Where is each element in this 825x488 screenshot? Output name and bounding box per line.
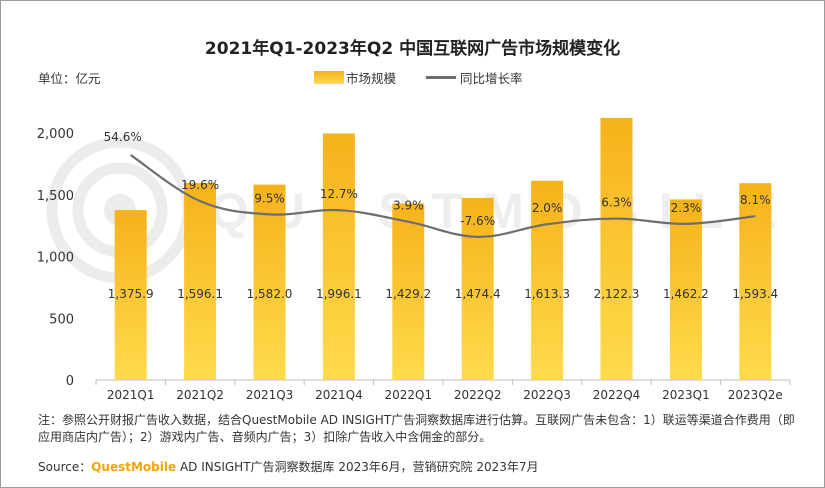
growth-rate-label: 2.0% [532,201,563,215]
growth-line [130,154,756,238]
source-brand: QuestMobile [91,460,177,474]
watermark-text: QUESTMOBILE [210,183,797,239]
growth-rate-label: 2.3% [671,201,702,215]
x-tick-label: 2021Q3 [246,388,294,402]
growth-rate-label: 6.3% [601,196,632,210]
bar [322,133,355,380]
bar [600,117,633,381]
bar-value-label: 1,596.1 [177,287,223,301]
x-tick-label: 2021Q1 [107,388,155,402]
legend-bar-label: 市场规模 [346,71,397,86]
x-tick-label: 2022Q1 [384,388,432,402]
bar [531,180,564,380]
y-tick-label: 1,500 [37,189,74,204]
x-tick-label: 2022Q3 [523,388,571,402]
bar-value-label: 1,582.0 [247,287,293,301]
unit-label: 单位：亿元 [38,71,101,86]
x-tick-label: 2022Q4 [593,388,641,402]
y-tick-label: 1,000 [37,251,74,266]
bar-value-label: 2,122.3 [594,287,640,301]
legend-line-label: 同比增长率 [460,71,523,86]
growth-rate-label: -7.6% [460,214,495,228]
source-rest: AD INSIGHT广告洞察数据库 2023年6月，营销研究院 2023年7月 [176,460,539,474]
source-line: Source：QuestMobile AD INSIGHT广告洞察数据库 202… [38,458,539,475]
legend-item-line: 同比增长率 [426,68,523,87]
growth-rate-label: 8.1% [740,193,771,207]
bar [739,183,772,380]
bar-value-label: 1,462.2 [663,287,709,301]
bar [461,197,494,380]
footnote: 注：参照公开财报广告收入数据，结合QuestMobile AD INSIGHT广… [38,413,795,444]
x-tick-label: 2022Q2 [454,388,502,402]
x-tick-label: 2023Q1 [662,388,710,402]
x-tick-label: 2023Q2e [728,388,783,402]
bar-value-label: 1,613.3 [524,287,570,301]
legend-bar-swatch [314,71,344,84]
growth-rate-label: 3.9% [393,199,424,213]
bar-value-label: 1,593.4 [732,287,778,301]
bar [253,184,286,380]
bar-value-label: 1,429.2 [385,287,431,301]
bar-value-label: 1,375.9 [108,287,154,301]
y-tick-label: 0 [66,374,74,389]
bar [184,182,217,380]
chart-title: 2021年Q1-2023年Q2 中国互联网广告市场规模变化 [204,39,621,59]
y-tick-label: 500 [49,312,74,327]
x-tick-label: 2021Q2 [176,388,224,402]
bar [669,199,702,380]
bar [114,210,147,380]
y-tick-label: 2,000 [37,127,74,142]
legend-item-bar: 市场规模 [314,68,396,87]
growth-rate-label: 12.7% [320,187,358,201]
legend-line-swatch [426,76,456,79]
growth-rate-label: 19.6% [181,178,219,192]
bar [392,203,425,380]
x-tick-label: 2021Q4 [315,388,363,402]
growth-rate-label: 9.5% [254,191,285,205]
source-prefix: Source： [38,460,92,474]
bar-value-label: 1,996.1 [316,287,362,301]
growth-rate-label: 54.6% [104,130,142,144]
bar-value-label: 1,474.4 [455,287,501,301]
